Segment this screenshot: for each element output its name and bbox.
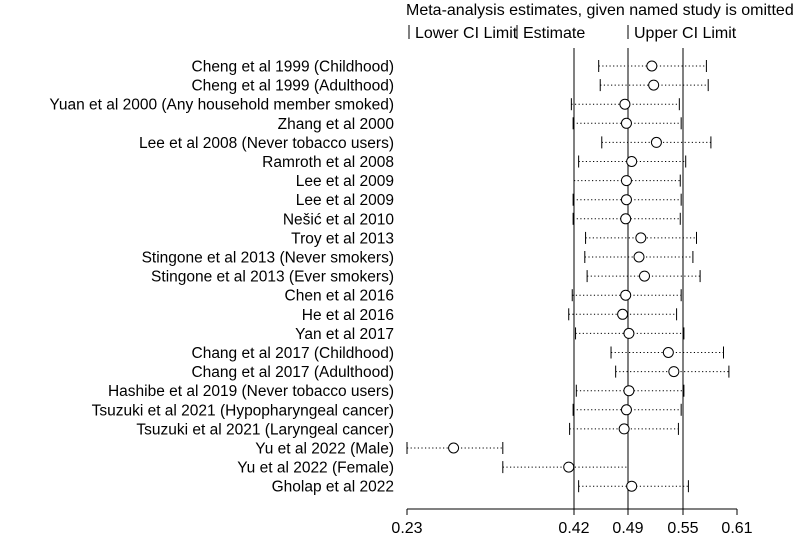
x-tick-label: 0.49 (612, 520, 643, 537)
study-row: Zhang et al 2000 (278, 116, 682, 133)
estimate-marker (623, 385, 635, 397)
study-label: Tsuzuki et al 2021 (Laryngeal cancer) (136, 421, 394, 438)
estimate-marker (648, 79, 660, 91)
study-label: Nešić et al 2010 (283, 211, 395, 228)
x-tick-label: 0.23 (391, 520, 422, 537)
study-row: Stingone et al 2013 (Never smokers) (142, 250, 694, 267)
study-label: Tsuzuki et al 2021 (Hypopharyngeal cance… (92, 402, 394, 419)
estimate-marker (617, 308, 629, 320)
study-label: Yu et al 2022 (Male) (255, 441, 394, 458)
study-row: Troy et al 2013 (291, 230, 697, 247)
estimate-marker (620, 289, 632, 301)
study-row: Gholap et al 2022 (272, 479, 689, 496)
study-row: Chang et al 2017 (Adulthood) (191, 364, 730, 381)
estimate-marker (620, 404, 632, 416)
study-row: Yuan et al 2000 (Any household member sm… (49, 97, 680, 114)
estimate-marker (626, 480, 638, 492)
legend: Lower CI Limit Estimate Upper CI Limit (408, 25, 737, 42)
estimate-marker (646, 60, 658, 72)
study-rows: Cheng et al 1999 (Childhood) Cheng et al … (49, 59, 730, 496)
study-label: Lee et al 2009 (296, 173, 394, 190)
study-label: Cheng et al 1999 (Childhood) (192, 59, 395, 76)
study-row: Lee et al 2008 (Never tobacco users) (139, 135, 712, 152)
study-row: Cheng et al 1999 (Childhood) (192, 59, 707, 76)
estimate-marker (626, 156, 638, 167)
study-label: Yu et al 2022 (Female) (237, 460, 394, 477)
study-row: Chang et al 2017 (Childhood) (192, 345, 724, 362)
study-row: He et al 2016 (302, 307, 678, 324)
x-tick-label: 0.55 (667, 520, 698, 537)
estimate-marker (620, 117, 632, 129)
legend-lower-ci-label: Lower CI Limit (415, 25, 518, 42)
study-label: Cheng et al 1999 (Adulthood) (191, 78, 394, 95)
study-row: Chen et al 2016 (285, 288, 682, 305)
study-label: Ramroth et al 2008 (262, 154, 394, 171)
legend-estimate-label: Estimate (523, 25, 585, 42)
estimate-marker (448, 442, 460, 454)
x-axis: 0.23 0.42 0.49 0.55 0.61 (391, 508, 753, 537)
estimate-marker (635, 232, 647, 244)
estimate-marker (619, 98, 631, 110)
study-label: Stingone et al 2013 (Never smokers) (142, 250, 394, 267)
estimate-marker (623, 327, 635, 339)
study-label: Troy et al 2013 (291, 230, 394, 247)
estimate-marker (620, 194, 632, 206)
study-label: Lee et al 2009 (296, 192, 394, 209)
estimate-marker (668, 366, 680, 378)
estimate-marker (563, 461, 575, 473)
study-label: Hashibe et al 2019 (Never tobacco users) (108, 383, 394, 400)
study-label: Stingone et al 2013 (Ever smokers) (151, 269, 394, 286)
x-tick-label: 0.61 (721, 520, 752, 537)
study-label: Chang et al 2017 (Adulthood) (191, 364, 394, 381)
estimate-marker (618, 423, 630, 435)
study-row: Stingone et al 2013 (Ever smokers) (151, 269, 701, 286)
estimate-marker (633, 251, 645, 263)
study-row: Ramroth et al 2008 (262, 154, 687, 171)
study-label: Chen et al 2016 (285, 288, 394, 305)
study-label: Lee et al 2008 (Never tobacco users) (139, 135, 394, 152)
study-label: Gholap et al 2022 (272, 479, 394, 496)
estimate-marker (650, 136, 662, 148)
study-row: Tsuzuki et al 2021 (Laryngeal cancer) (136, 421, 679, 438)
estimate-marker (620, 175, 632, 187)
study-label: Zhang et al 2000 (278, 116, 395, 133)
study-row: Nešić et al 2010 (283, 211, 681, 228)
study-row: Cheng et al 1999 (Adulthood) (191, 78, 709, 95)
study-label: He et al 2016 (302, 307, 394, 324)
estimate-marker (662, 347, 674, 358)
study-label: Yan et al 2017 (295, 326, 394, 343)
reference-lines (573, 48, 684, 509)
legend-upper-ci-label: Upper CI Limit (634, 25, 737, 42)
study-row: Hashibe et al 2019 (Never tobacco users) (108, 383, 685, 400)
study-row: Lee et al 2009 (296, 173, 681, 190)
study-row: Yu et al 2022 (Female) (237, 460, 629, 477)
chart-title: Meta-analysis estimates, given named stu… (406, 2, 794, 19)
study-label: Yuan et al 2000 (Any household member sm… (49, 97, 394, 114)
estimate-marker (620, 213, 632, 225)
study-row: Tsuzuki et al 2021 (Hypopharyngeal cance… (92, 402, 682, 419)
study-label: Chang et al 2017 (Childhood) (192, 345, 395, 362)
study-row: Yu et al 2022 (Male) (255, 441, 504, 458)
study-row: Yan et al 2017 (295, 326, 685, 343)
x-tick-label: 0.42 (558, 520, 589, 537)
estimate-marker (639, 270, 650, 282)
study-row: Lee et al 2009 (296, 192, 682, 209)
